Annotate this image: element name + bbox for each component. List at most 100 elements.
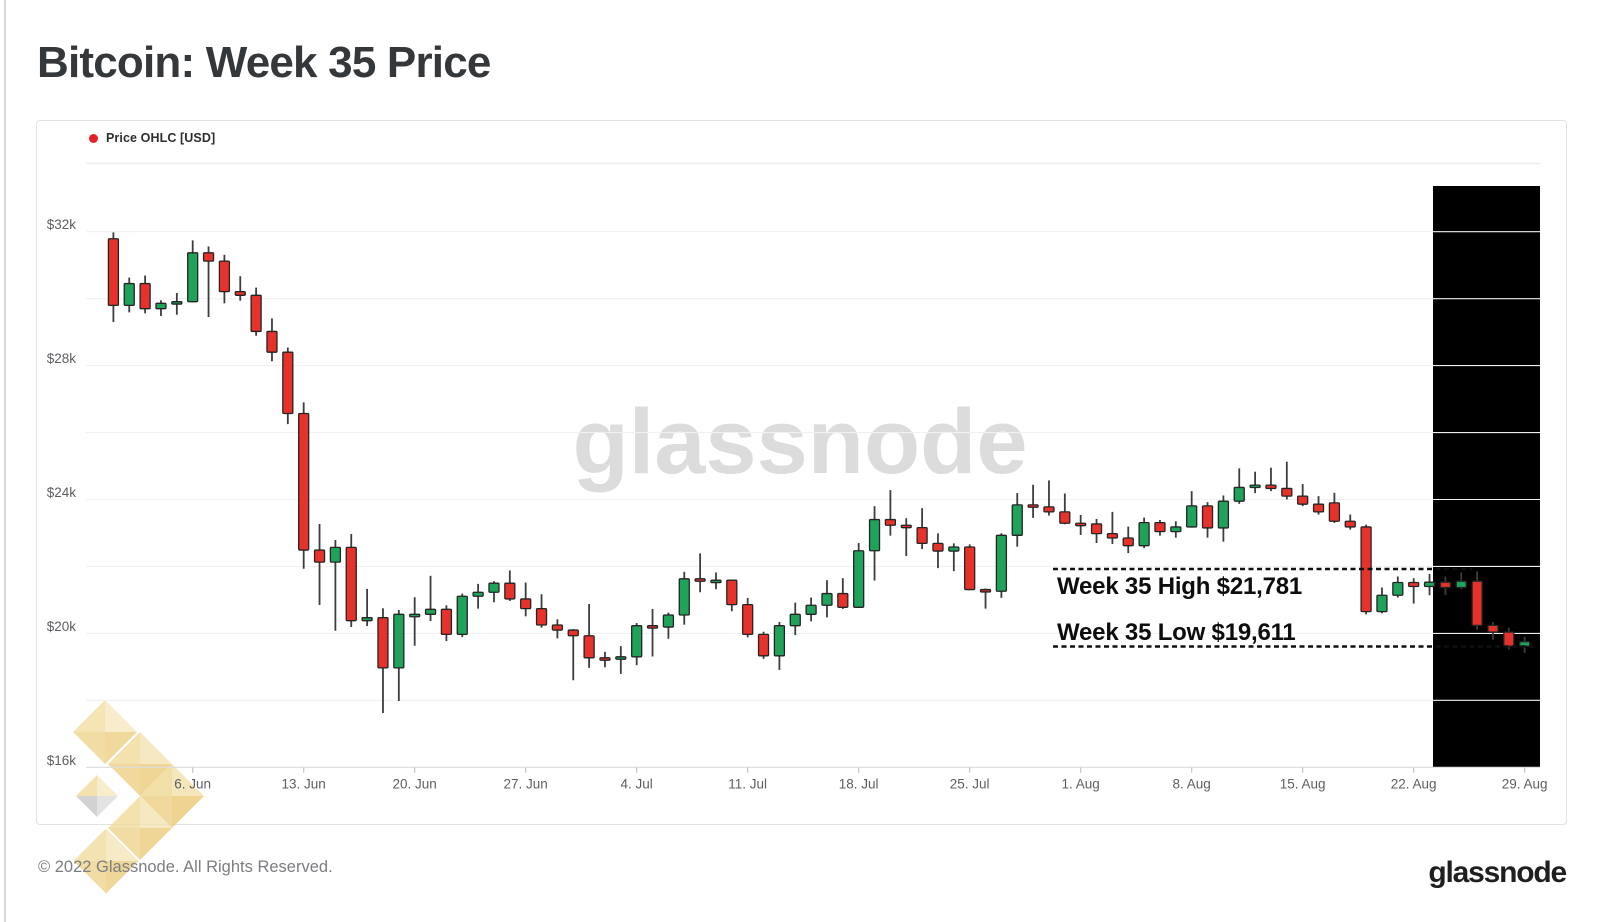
candle-8. Aug[interactable] [1186,491,1198,528]
candle-21. Aug[interactable] [1392,576,1404,598]
candle-15. Jul[interactable] [805,597,817,622]
annotation-week35-high: Week 35 High $21,781 [1057,573,1303,600]
candle-19. Jul[interactable] [868,506,881,581]
candle-29. Jun[interactable] [551,619,564,639]
candle-1. Jun[interactable] [107,232,120,323]
candle-23. Jun[interactable] [456,593,468,638]
candle-17. Aug[interactable] [1328,492,1341,523]
candle-11. Jun[interactable] [266,318,278,362]
candle-26. Aug[interactable] [1471,571,1483,630]
candle-body [1297,495,1309,505]
candle-9. Jun[interactable] [234,276,246,301]
candle-26. Jun[interactable] [504,570,516,601]
candle-19. Jun[interactable] [393,609,405,702]
candle-25. Jul[interactable] [964,544,976,591]
candle-6. Jun[interactable] [187,240,199,303]
candle-15. Jun[interactable] [329,540,342,631]
candle-body [472,591,484,597]
candle-24. Aug[interactable] [1439,576,1452,595]
candle-14. Jun[interactable] [313,523,326,605]
candle-20. Jun[interactable] [409,597,421,646]
candle-18. Jul[interactable] [853,543,865,608]
candle-23. Jul[interactable] [932,533,944,569]
candle-13. Jun[interactable] [298,402,310,569]
candle-2. Jul[interactable] [599,651,611,668]
x-axis-label-20. Jun: 20. Jun [393,776,437,791]
candle-5. Jul[interactable] [646,608,659,657]
candle-22. Aug[interactable] [1408,578,1420,604]
candle-22. Jun[interactable] [440,605,453,642]
candle-10. Aug[interactable] [1217,495,1230,542]
candle-2. Aug[interactable] [1090,518,1103,544]
candle-1. Jul[interactable] [583,603,595,668]
candle-29. Jul[interactable] [1027,484,1039,518]
candle-7. Jun[interactable] [202,246,215,318]
candle-4. Jun[interactable] [155,300,167,317]
candle-9. Aug[interactable] [1201,502,1214,538]
candle-28. Jun[interactable] [535,594,548,628]
candle-15. Aug[interactable] [1297,484,1309,507]
candle-12. Jul[interactable] [757,631,770,659]
candle-27. Jun[interactable] [520,582,532,617]
candle-16. Jul[interactable] [821,580,833,618]
candle-18. Aug[interactable] [1344,514,1356,530]
candle-body [456,595,468,636]
candle-23. Aug[interactable] [1423,573,1436,596]
candle-11. Jul[interactable] [742,597,754,638]
candle-2. Jun[interactable] [123,277,135,313]
candle-31. Jul[interactable] [1059,493,1071,525]
candle-20. Aug[interactable] [1376,587,1388,614]
candle-30. Jun[interactable] [567,629,579,681]
candle-4. Aug[interactable] [1122,526,1134,554]
candle-4. Jul[interactable] [631,623,643,666]
candle-24. Jul[interactable] [948,543,960,572]
candle-3. Aug[interactable] [1106,511,1119,545]
candle-body [694,578,706,582]
x-axis-label-11. Jul: 11. Jul [728,776,767,791]
candle-20. Jul[interactable] [884,490,897,536]
candle-1. Aug[interactable] [1075,514,1087,535]
candle-body [837,592,849,608]
legend-item-price-ohlc[interactable]: Price OHLC [USD] [89,131,215,145]
candle-8. Jul[interactable] [694,553,706,593]
candle-5. Jun[interactable] [171,292,183,315]
candle-30. Jul[interactable] [1043,480,1055,516]
candle-10. Jun[interactable] [250,287,262,336]
candle-25. Jun[interactable] [488,581,500,603]
candle-12. Jun[interactable] [282,347,294,425]
candlestick-chart-canvas[interactable]: $16k $20k $24k $28k $32k 6. Jun 13. Jun 20. Jun… [36,120,1565,823]
candle-8. Jun[interactable] [218,254,231,304]
candle-body [345,546,357,622]
candle-10. Jul[interactable] [726,579,738,612]
candle-21. Jun[interactable] [424,575,437,622]
candle-body [377,617,389,669]
candle-14. Jul[interactable] [789,602,801,636]
candle-28. Jul[interactable] [1011,493,1023,547]
candle-5. Aug[interactable] [1138,517,1150,549]
candle-28. Aug[interactable] [1503,627,1515,650]
candle-13. Jul[interactable] [773,622,786,670]
candle-27. Jul[interactable] [995,533,1008,598]
candle-11. Aug[interactable] [1233,468,1245,504]
candle-16. Jun[interactable] [345,533,357,628]
candle-3. Jun[interactable] [139,275,151,314]
candle-18. Jun[interactable] [377,608,389,714]
candle-16. Aug[interactable] [1312,496,1325,515]
candle-6. Jul[interactable] [662,612,675,639]
candle-24. Jun[interactable] [472,583,484,609]
candle-22. Jul[interactable] [916,508,928,550]
candle-26. Jul[interactable] [979,588,992,609]
candle-25. Aug[interactable] [1455,572,1467,590]
candle-21. Jul[interactable] [900,518,912,557]
candle-13. Aug[interactable] [1265,467,1277,492]
candle-7. Aug[interactable] [1170,521,1182,538]
candle-12. Aug[interactable] [1249,471,1261,494]
candle-27. Aug[interactable] [1487,622,1499,640]
candle-14. Aug[interactable] [1281,461,1293,500]
candle-6. Aug[interactable] [1154,519,1166,536]
candle-7. Jul[interactable] [678,571,690,625]
candle-9. Jul[interactable] [710,572,722,590]
candle-17. Jun[interactable] [361,588,373,627]
candle-3. Jul[interactable] [615,646,627,674]
candle-17. Jul[interactable] [837,578,849,609]
